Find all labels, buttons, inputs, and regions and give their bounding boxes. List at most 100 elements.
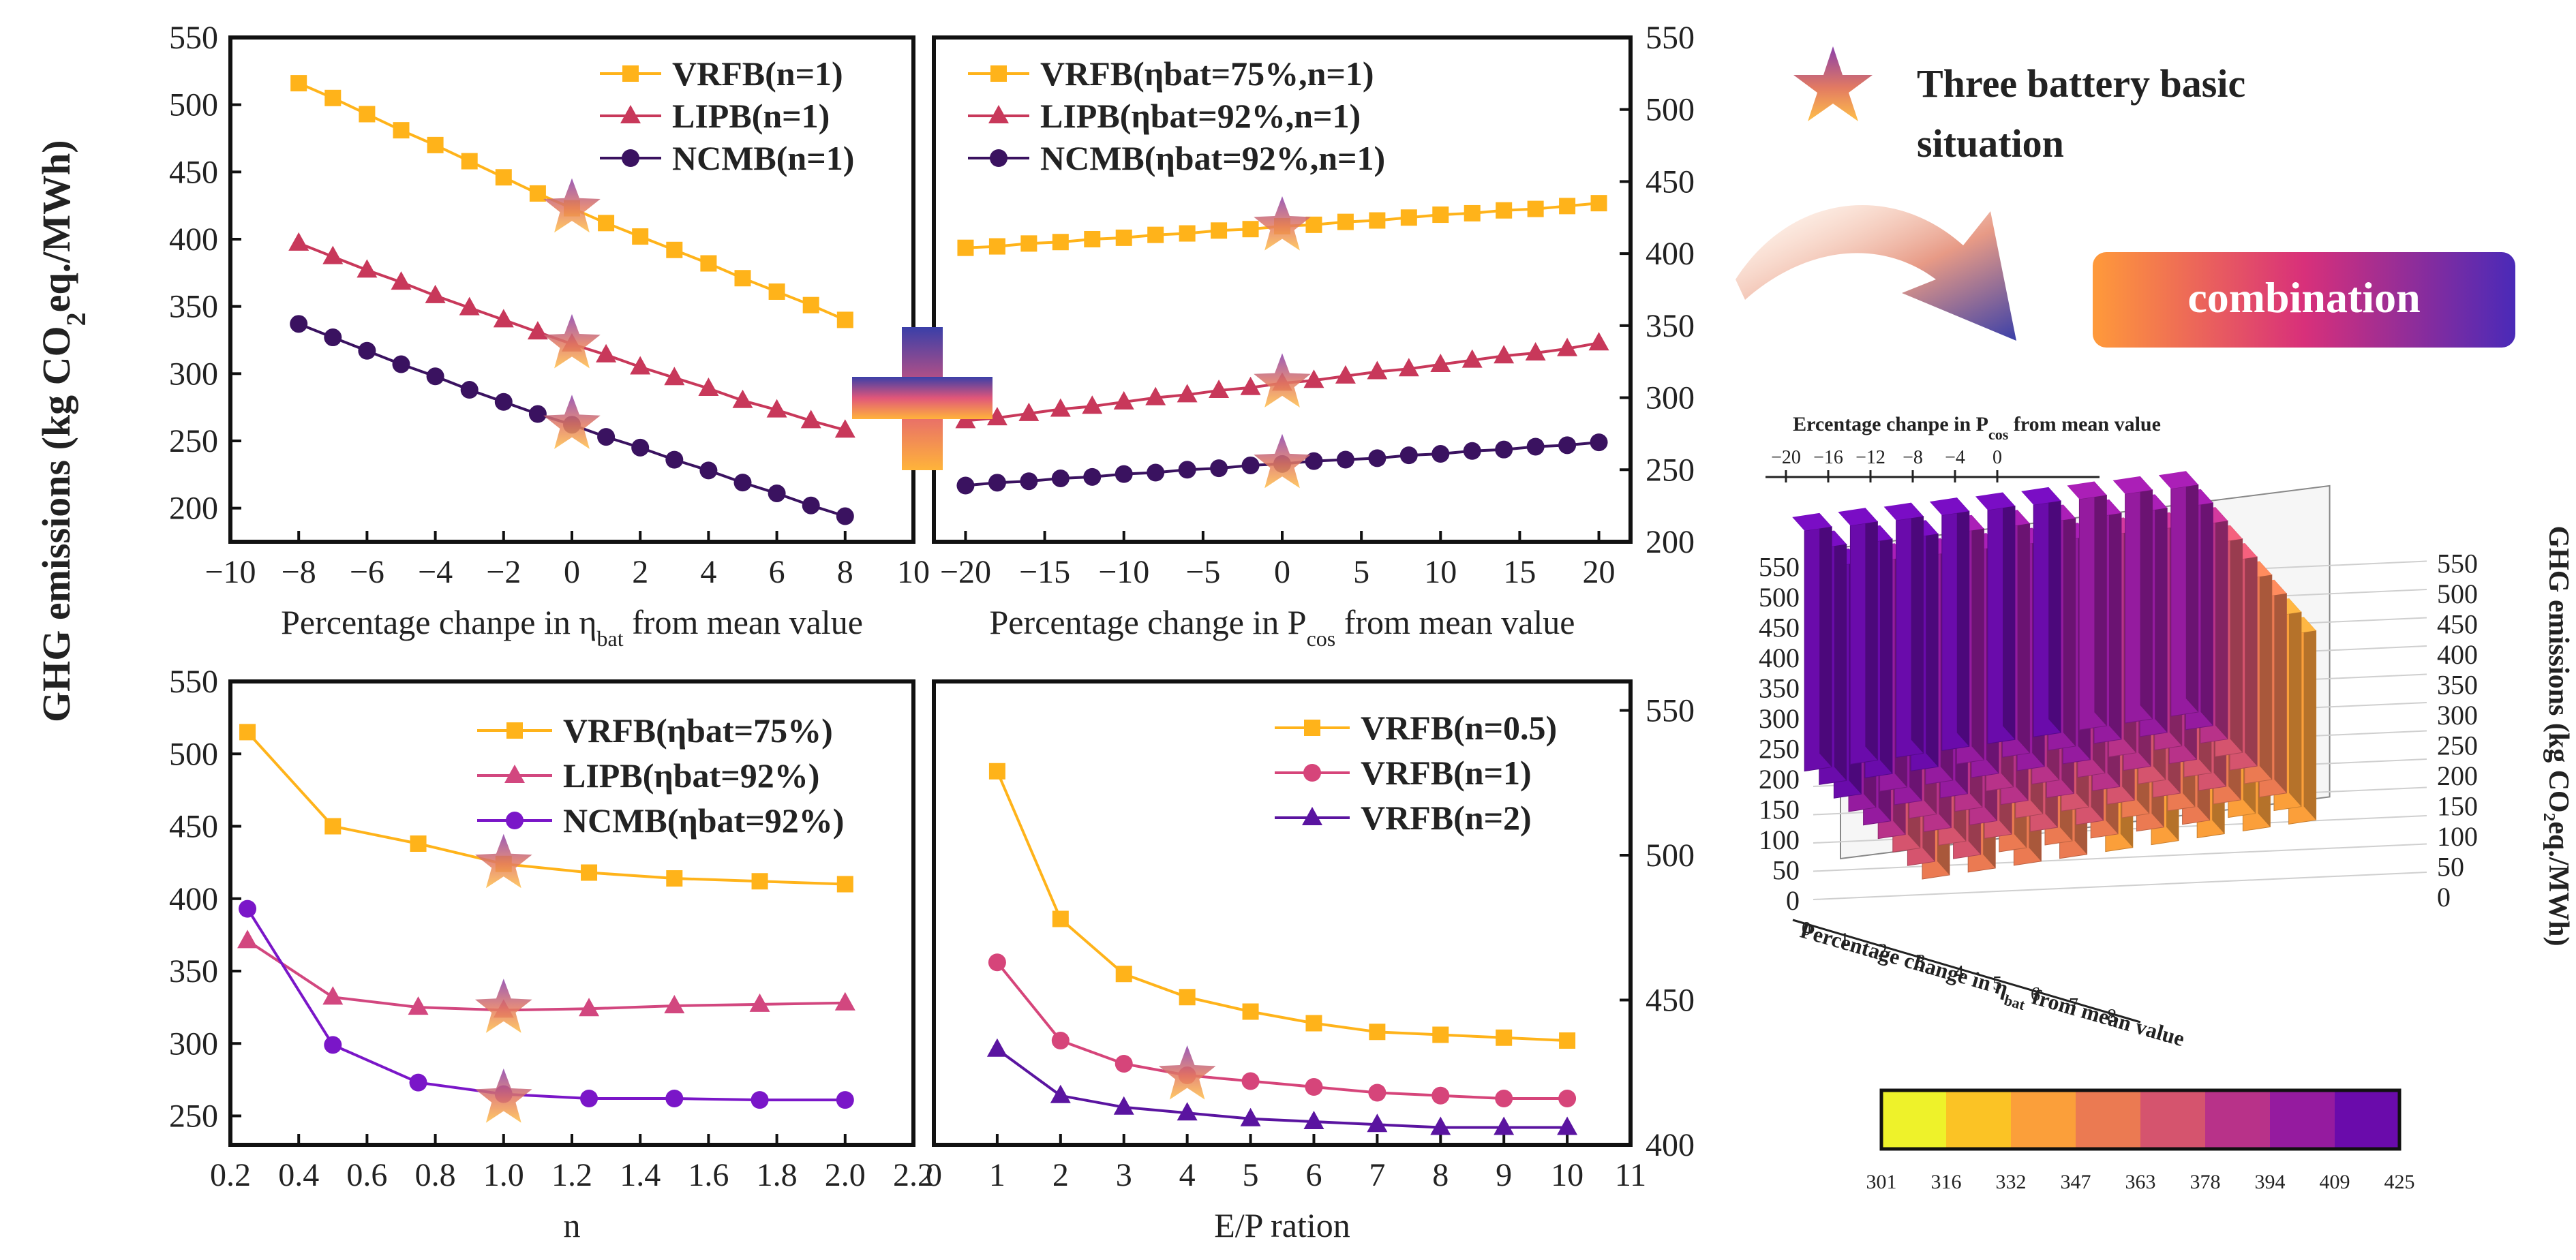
data-point	[768, 283, 785, 300]
data-point	[665, 450, 684, 469]
bar-side	[2003, 492, 2015, 740]
data-point	[1303, 1111, 1324, 1129]
data-point	[1496, 1029, 1513, 1046]
legend-label: LIPB(ηbat=92%,n=1)	[1040, 97, 1361, 135]
data-point	[1588, 332, 1609, 351]
bar-side	[1911, 502, 1924, 754]
data-point	[1240, 376, 1261, 395]
data-point	[1367, 360, 1388, 380]
top-axis-label: Ercentage chanpe in Pcos from mean value	[1793, 413, 2161, 443]
annotation-line-2: situation	[1917, 121, 2064, 166]
data-point	[1494, 1116, 1515, 1135]
data-point	[632, 228, 649, 245]
colorbar-tick-label: 316	[1931, 1171, 1962, 1193]
data-point	[1368, 449, 1387, 467]
x-tick-label: 2.2	[893, 1157, 934, 1193]
top-tick-label: 0	[1992, 447, 2002, 468]
y-tick-label: 400	[169, 221, 218, 258]
data-point	[580, 1090, 598, 1107]
z-tick-label-left: 300	[1759, 703, 1800, 734]
colorbar-frame	[1879, 1088, 2401, 1151]
bar-top	[1792, 512, 1832, 531]
data-point	[751, 1091, 769, 1109]
data-point	[288, 232, 309, 251]
bottom-tick-label: 8	[2107, 1006, 2117, 1027]
x-axis-label: E/P ration	[1214, 1206, 1350, 1244]
data-point	[800, 410, 821, 429]
data-point	[1051, 469, 1070, 487]
x-tick-label: 10	[1424, 554, 1457, 590]
data-point	[1020, 472, 1038, 491]
x-tick-label: 1	[989, 1157, 1005, 1193]
x-tick-label: 9	[1496, 1157, 1512, 1193]
data-point	[237, 929, 258, 949]
legend-marker	[990, 65, 1007, 82]
x-tick-label: 8	[837, 554, 853, 590]
data-point	[393, 122, 410, 139]
data-point	[1113, 1096, 1134, 1115]
star-marker	[1254, 353, 1311, 408]
data-point	[766, 399, 787, 418]
bottom-axis-label-part: from mean value	[2025, 983, 2187, 1051]
grid-line	[1813, 872, 2427, 900]
legend-label: NCMB(n=1)	[672, 139, 854, 177]
x-axis-label: Percentage chanpe in ηbat from mean valu…	[281, 603, 863, 651]
data-point	[1525, 342, 1546, 361]
x-tick-label: 1.0	[483, 1157, 524, 1193]
y-tick-label: 500	[169, 87, 218, 123]
colorbar-segment	[2076, 1090, 2141, 1149]
bar-side	[1865, 508, 1878, 760]
data-point	[324, 89, 342, 106]
data-point	[1147, 226, 1164, 243]
y-tick-label: 300	[169, 1026, 218, 1062]
bar-top	[2112, 476, 2153, 494]
data-point	[836, 876, 853, 893]
y-tick-label: 500	[169, 736, 218, 772]
data-point	[1369, 1024, 1386, 1041]
data-point	[734, 270, 751, 287]
data-point	[699, 461, 718, 480]
y-tick-label: 550	[169, 20, 218, 56]
colorbar-segment	[2270, 1090, 2335, 1149]
bar-top	[1838, 508, 1878, 526]
bar-side	[2048, 487, 2061, 733]
bar-side	[2200, 489, 2213, 726]
bar-top	[1975, 492, 2015, 510]
data-point	[579, 998, 600, 1017]
x-tick-label: 1.2	[551, 1157, 592, 1193]
colorbar-tick-label: 425	[2384, 1171, 2415, 1193]
data-point	[408, 996, 429, 1015]
data-point	[1432, 206, 1449, 224]
data-point	[1082, 395, 1103, 414]
y-tick-label: 500	[1646, 838, 1695, 874]
bottom-tick-label: 7	[2069, 995, 2078, 1016]
bar-side	[2274, 579, 2287, 793]
data-point	[631, 438, 650, 457]
combination-badge	[2093, 252, 2515, 348]
x-tick-label: 7	[1369, 1157, 1385, 1193]
colorbar-tick-label: 394	[2255, 1171, 2286, 1193]
data-point	[1179, 225, 1196, 242]
series-line-1	[246, 939, 845, 1012]
legend-label: LIPB(ηbat=92%)	[563, 756, 819, 795]
data-point	[324, 328, 342, 347]
y-tick-label: 450	[169, 809, 218, 845]
data-point	[1050, 398, 1071, 417]
series-line-1	[996, 962, 1568, 1100]
y-tick-label: 350	[1646, 308, 1695, 344]
colorbar-tick-label: 332	[1996, 1171, 2027, 1193]
data-point	[700, 255, 717, 272]
data-point	[322, 986, 344, 1005]
legend-marker	[620, 105, 641, 123]
panel-d-frame	[932, 679, 1633, 1147]
bar-side	[2259, 561, 2272, 780]
data-point	[988, 474, 1006, 492]
data-point	[1241, 456, 1260, 474]
bottom-tick-label: 3	[1916, 951, 1926, 972]
top-axis-label-part: Ercentage chanpe in P	[1793, 413, 1988, 435]
data-point	[836, 1091, 854, 1109]
y-tick-label: 500	[1646, 92, 1695, 128]
z-tick-label-left: 50	[1772, 855, 1800, 886]
bar-side	[1834, 530, 1847, 781]
